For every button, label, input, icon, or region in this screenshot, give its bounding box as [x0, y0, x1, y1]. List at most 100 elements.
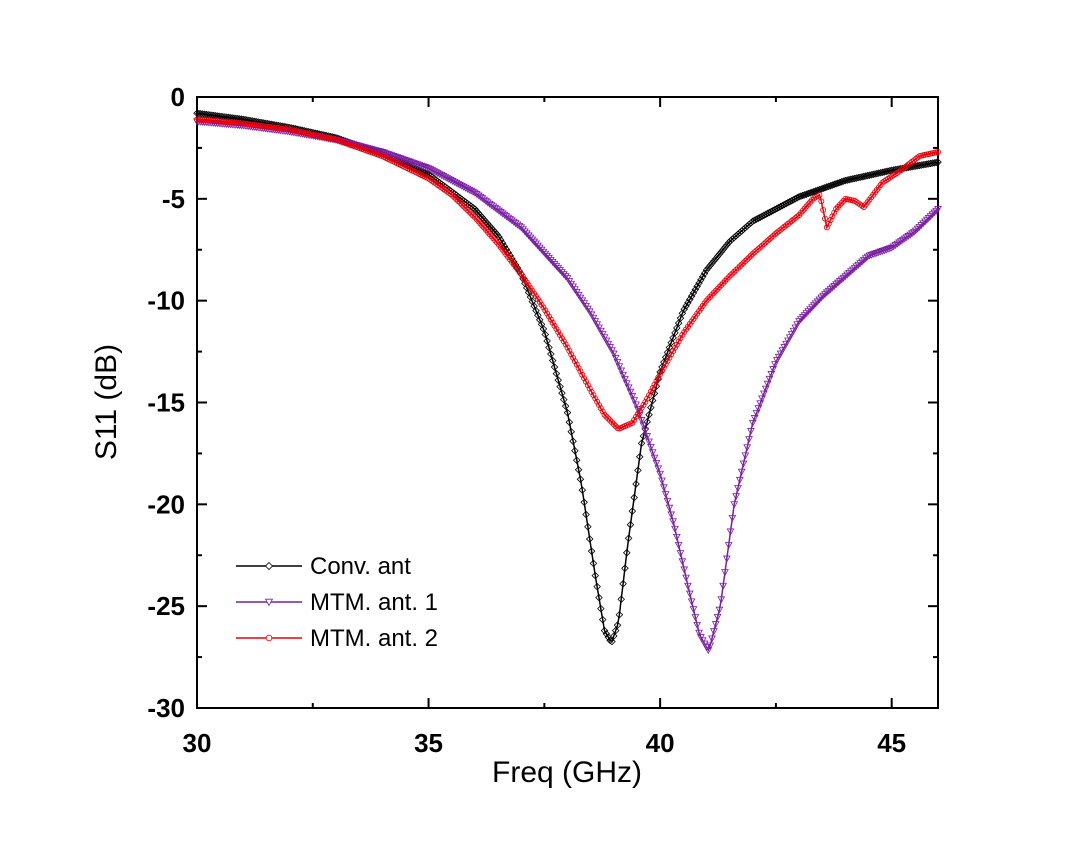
data-point — [521, 228, 529, 236]
data-point — [721, 243, 729, 252]
data-point — [646, 392, 652, 399]
data-point — [762, 239, 769, 246]
data-point — [904, 233, 913, 241]
series-markers — [194, 116, 941, 432]
data-point — [558, 335, 565, 342]
data-point — [874, 249, 883, 257]
data-point — [639, 432, 648, 440]
data-point — [833, 206, 840, 212]
data-point — [837, 178, 846, 186]
data-point — [591, 571, 600, 580]
data-point — [552, 369, 561, 378]
data-point — [832, 179, 840, 188]
data-point — [780, 344, 789, 352]
data-point — [774, 353, 783, 361]
data-point — [900, 235, 909, 243]
data-point — [831, 209, 838, 216]
data-point — [659, 484, 668, 492]
legend-marker — [264, 561, 274, 571]
data-point — [876, 248, 885, 256]
data-point — [258, 122, 265, 129]
data-point — [650, 454, 659, 462]
data-point — [716, 284, 723, 290]
data-point — [899, 165, 906, 172]
data-point — [548, 356, 557, 365]
data-point — [710, 257, 718, 265]
data-point — [743, 444, 752, 452]
data-point — [455, 198, 462, 204]
data-point — [539, 325, 548, 333]
data-point — [760, 241, 767, 248]
data-point — [524, 232, 533, 240]
data-point — [611, 354, 620, 362]
data-point — [821, 183, 829, 192]
data-point — [624, 384, 633, 392]
data-point — [454, 180, 463, 188]
legend-item: MTM. ant. 1 — [236, 589, 438, 616]
data-point — [691, 285, 700, 294]
data-point — [731, 268, 738, 275]
data-point — [689, 289, 698, 297]
data-point — [613, 621, 622, 629]
data-point — [885, 245, 894, 253]
data-point — [577, 368, 584, 375]
y-tick-label: -20 — [147, 489, 185, 519]
data-point — [249, 121, 256, 128]
data-point — [597, 405, 604, 412]
data-point — [575, 365, 582, 371]
data-point — [780, 200, 789, 209]
data-point — [836, 201, 843, 208]
data-point — [645, 438, 653, 446]
data-point — [707, 293, 714, 300]
data-point — [825, 220, 832, 227]
data-point — [793, 194, 801, 202]
data-point — [755, 245, 762, 252]
data-point — [599, 408, 606, 415]
data-point — [738, 261, 745, 268]
data-point — [603, 413, 610, 420]
data-point — [210, 117, 217, 124]
data-point — [517, 224, 526, 232]
data-point — [552, 263, 561, 271]
data-point — [596, 401, 602, 408]
data-point — [734, 265, 741, 272]
data-point — [522, 230, 531, 238]
data-point — [426, 166, 435, 174]
data-point — [560, 338, 567, 345]
data-point — [229, 119, 236, 126]
series-markers — [193, 118, 942, 655]
data-point — [898, 236, 907, 244]
data-point — [672, 533, 681, 541]
data-point — [435, 171, 444, 179]
legend-marker — [264, 598, 274, 607]
data-point — [698, 272, 707, 281]
data-point — [676, 550, 685, 558]
data-point — [566, 347, 573, 354]
data-point — [776, 350, 785, 358]
x-tick-label: 30 — [183, 728, 212, 758]
data-point — [793, 321, 802, 329]
data-point — [905, 161, 912, 168]
data-point — [568, 351, 575, 358]
data-point — [759, 242, 765, 249]
data-point — [648, 396, 657, 405]
data-point — [495, 233, 503, 241]
data-point — [255, 122, 262, 129]
data-point — [571, 358, 578, 365]
data-point — [784, 337, 792, 345]
data-point — [725, 274, 732, 281]
data-point — [783, 222, 790, 229]
data-point — [532, 240, 540, 248]
data-point — [579, 371, 586, 378]
data-point — [714, 285, 721, 292]
data-point — [764, 237, 771, 244]
data-point — [582, 510, 590, 519]
data-point — [730, 501, 739, 509]
data-point — [284, 126, 291, 133]
data-point — [713, 613, 722, 621]
data-point — [778, 201, 787, 210]
data-point — [565, 418, 574, 426]
data-point — [753, 247, 760, 254]
